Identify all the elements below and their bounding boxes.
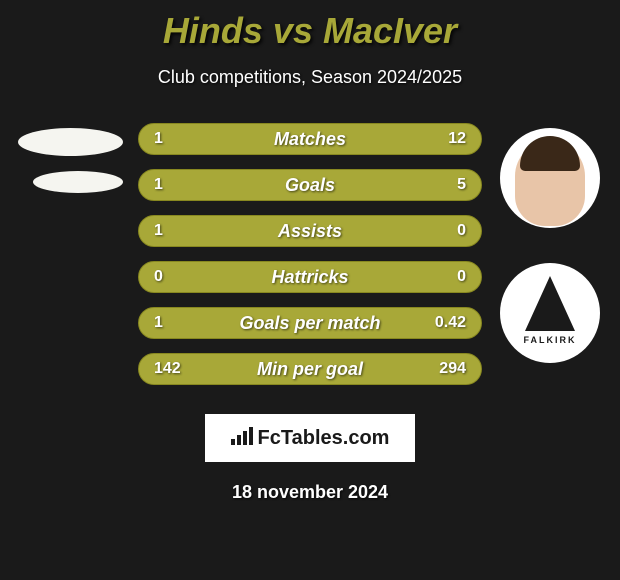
stat-row-goals-per-match: 1 Goals per match 0.42	[138, 307, 482, 339]
stat-row-hattricks: 0 Hattricks 0	[138, 261, 482, 293]
club-logo: FALKIRK	[500, 263, 600, 363]
stat-right-value: 294	[439, 360, 466, 378]
stat-left-value: 1	[154, 314, 163, 332]
stat-right-value: 0	[457, 222, 466, 240]
chart-icon	[231, 427, 253, 450]
main-container: Hinds vs MacIver Club competitions, Seas…	[0, 0, 620, 513]
stat-label: Hattricks	[271, 267, 348, 288]
fctables-banner[interactable]: FcTables.com	[205, 414, 415, 462]
right-avatars: FALKIRK	[485, 123, 615, 363]
subtitle: Club competitions, Season 2024/2025	[0, 67, 620, 88]
stat-right-value: 5	[457, 176, 466, 194]
club-emblem-icon	[525, 276, 575, 331]
club-name: FALKIRK	[524, 335, 577, 345]
stat-right-value: 0.42	[435, 314, 466, 332]
stat-label: Goals per match	[239, 313, 380, 334]
stats-area: 1 Matches 12 1 Goals 5 1 Assists 0 0 Hat…	[135, 123, 485, 399]
stat-row-assists: 1 Assists 0	[138, 215, 482, 247]
stat-label: Min per goal	[257, 359, 363, 380]
placeholder-ellipse-2	[33, 171, 123, 193]
date-label: 18 november 2024	[0, 482, 620, 503]
placeholder-ellipse-1	[18, 128, 123, 156]
stat-label: Matches	[274, 129, 346, 150]
stat-left-value: 1	[154, 222, 163, 240]
stat-row-min-per-goal: 142 Min per goal 294	[138, 353, 482, 385]
left-avatars	[5, 123, 135, 193]
stat-left-value: 1	[154, 130, 163, 148]
player-face-icon	[515, 141, 585, 226]
player-photo	[500, 128, 600, 228]
stat-label: Assists	[278, 221, 342, 242]
player-hair-icon	[520, 136, 580, 171]
stat-left-value: 142	[154, 360, 181, 378]
stat-left-value: 1	[154, 176, 163, 194]
comparison-content: 1 Matches 12 1 Goals 5 1 Assists 0 0 Hat…	[0, 123, 620, 399]
stat-row-matches: 1 Matches 12	[138, 123, 482, 155]
stat-label: Goals	[285, 175, 335, 196]
banner-text: FcTables.com	[258, 427, 390, 450]
stat-right-value: 12	[448, 130, 466, 148]
stat-right-value: 0	[457, 268, 466, 286]
stat-left-value: 0	[154, 268, 163, 286]
page-title: Hinds vs MacIver	[0, 10, 620, 52]
stat-row-goals: 1 Goals 5	[138, 169, 482, 201]
